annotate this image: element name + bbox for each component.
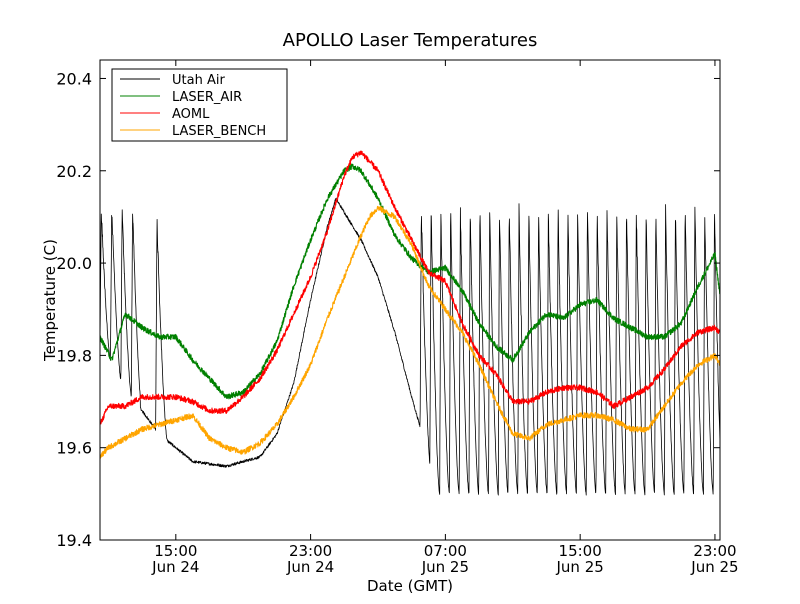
- legend-frame: [111, 68, 288, 142]
- x-tick-date-label: Jun 24: [151, 558, 199, 576]
- x-tick-date-label: Jun 25: [421, 558, 469, 576]
- series-line-utah-air: [100, 197, 720, 496]
- legend-entries: Utah Air LASER_AIR AOML LASER_BENCH: [120, 73, 266, 139]
- x-tick-time-label: 07:00: [424, 542, 467, 560]
- x-tick-date-label: Jun 25: [690, 558, 738, 576]
- legend: Utah Air LASER_AIR AOML LASER_BENCH: [111, 68, 288, 142]
- series-line-laser-bench: [100, 205, 720, 459]
- x-tick-time-label: 23:00: [693, 542, 736, 560]
- y-tick-label: 20.0: [56, 254, 92, 273]
- plot-frame: [99, 59, 721, 541]
- chart-title: APOLLO Laser Temperatures: [283, 30, 538, 51]
- legend-label: AOML: [172, 107, 210, 122]
- series-line-aoml: [100, 150, 720, 425]
- x-axis-label: Date (GMT): [367, 577, 453, 595]
- y-axis-label: Temperature (C): [41, 239, 59, 362]
- x-tick-time-label: 15:00: [154, 542, 197, 560]
- x-tick-date-label: Jun 25: [556, 558, 604, 576]
- y-tick-label: 20.2: [56, 162, 92, 181]
- y-tick-label: 19.8: [56, 346, 92, 365]
- x-tick-time-label: 15:00: [559, 542, 602, 560]
- legend-label: LASER_AIR: [172, 90, 242, 105]
- y-tick-label: 19.4: [56, 531, 92, 550]
- series-line-laser-air: [100, 163, 720, 400]
- series-layer: [100, 150, 720, 496]
- x-tick-time-label: 23:00: [289, 542, 332, 560]
- y-tick-label: 20.4: [56, 69, 92, 88]
- legend-label: Utah Air: [172, 73, 225, 88]
- legend-label: LASER_BENCH: [172, 124, 266, 139]
- y-tick-label: 19.6: [56, 439, 92, 458]
- x-tick-date-label: Jun 24: [286, 558, 334, 576]
